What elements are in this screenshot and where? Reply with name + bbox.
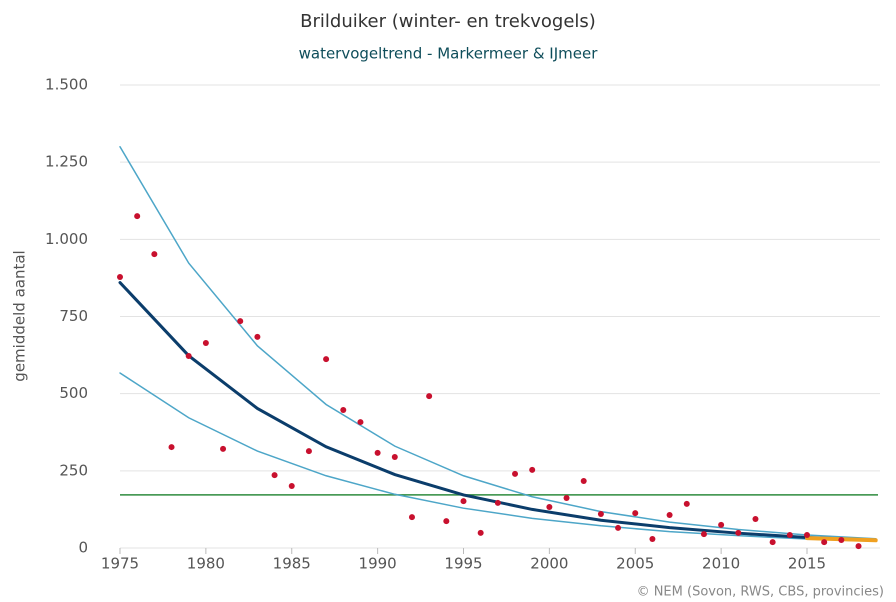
x-tick-label: 1980 bbox=[187, 555, 225, 573]
data-point bbox=[597, 511, 604, 518]
data-point bbox=[117, 273, 123, 280]
x-tick-label: 2000 bbox=[530, 555, 568, 573]
data-point bbox=[323, 356, 330, 363]
data-point bbox=[683, 500, 690, 507]
data-point bbox=[666, 511, 673, 518]
data-point bbox=[305, 448, 312, 455]
y-axis-label: gemiddeld aantal bbox=[11, 250, 29, 381]
x-tick-label: 1995 bbox=[444, 555, 482, 573]
chart-subtitle: watervogeltrend - Markermeer & IJmeer bbox=[299, 45, 599, 63]
trend-line bbox=[119, 372, 877, 542]
data-point bbox=[529, 466, 536, 473]
data-point bbox=[615, 524, 622, 531]
y-tick-label: 1.000 bbox=[45, 230, 88, 248]
data-point bbox=[786, 532, 793, 539]
data-point bbox=[202, 340, 209, 347]
y-tick-label: 500 bbox=[59, 384, 88, 402]
y-tick-label: 750 bbox=[59, 307, 88, 325]
data-point bbox=[546, 503, 553, 510]
data-point bbox=[134, 213, 141, 220]
x-tick-label: 1990 bbox=[359, 555, 397, 573]
x-tick-label: 1975 bbox=[101, 555, 139, 573]
data-point bbox=[821, 539, 828, 546]
x-tick-label: 2015 bbox=[788, 555, 826, 573]
data-point bbox=[220, 445, 227, 452]
data-point bbox=[271, 472, 278, 479]
y-tick-label: 1.500 bbox=[45, 76, 88, 94]
x-tick-label: 1985 bbox=[273, 555, 311, 573]
trend-line bbox=[119, 145, 877, 540]
data-point bbox=[804, 532, 810, 539]
credit: © NEM (Sovon, RWS, CBS, provincies) bbox=[637, 585, 884, 600]
data-point bbox=[426, 393, 433, 400]
data-point bbox=[649, 536, 656, 543]
data-point bbox=[408, 514, 415, 521]
data-point bbox=[254, 333, 261, 340]
chart-title: Brilduiker (winter- en trekvogels) bbox=[300, 11, 596, 32]
data-point bbox=[340, 407, 347, 414]
data-point bbox=[443, 518, 450, 525]
x-tick-label: 2010 bbox=[702, 555, 740, 573]
data-point bbox=[735, 529, 742, 536]
data-point bbox=[632, 510, 639, 517]
data-point bbox=[460, 498, 467, 505]
data-point bbox=[512, 470, 519, 477]
data-point bbox=[855, 543, 862, 550]
data-point bbox=[838, 536, 845, 543]
data-point bbox=[494, 499, 501, 506]
x-tick-label: 2005 bbox=[616, 555, 654, 573]
data-point bbox=[580, 478, 587, 485]
y-tick-label: 250 bbox=[59, 461, 88, 479]
data-point bbox=[357, 419, 364, 426]
y-tick-label: 0 bbox=[78, 539, 88, 557]
data-point bbox=[168, 444, 175, 451]
data-point bbox=[477, 529, 484, 536]
data-point bbox=[288, 482, 295, 489]
data-point bbox=[700, 531, 707, 538]
data-point bbox=[718, 521, 725, 528]
data-point bbox=[563, 494, 570, 501]
data-point bbox=[374, 449, 381, 456]
data-point bbox=[769, 539, 776, 546]
data-point bbox=[752, 515, 759, 522]
y-tick-label: 1.250 bbox=[45, 153, 88, 171]
data-point bbox=[185, 353, 192, 360]
data-point bbox=[391, 453, 398, 460]
data-point bbox=[237, 318, 244, 325]
data-point bbox=[151, 251, 158, 258]
